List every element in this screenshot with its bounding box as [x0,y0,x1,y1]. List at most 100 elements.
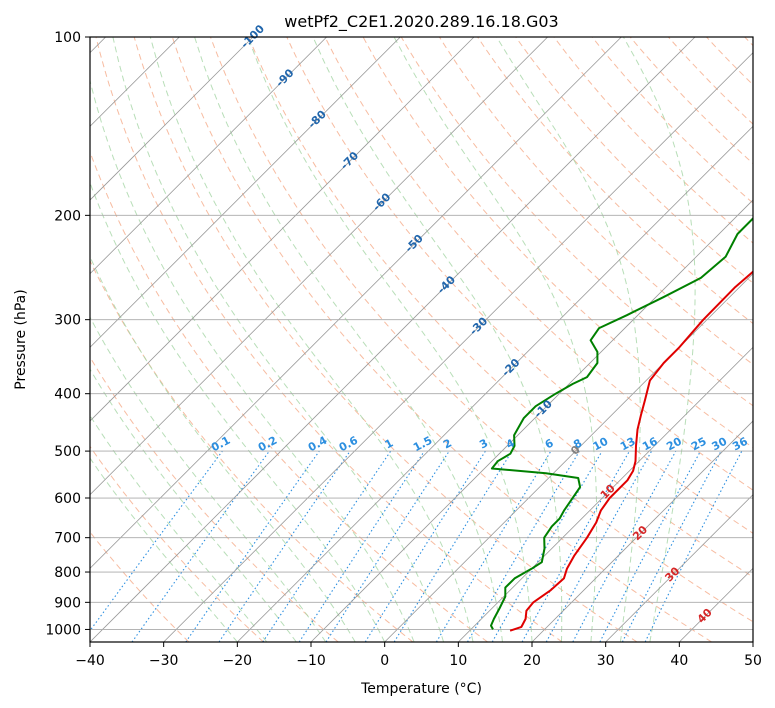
isotherm-label: -70 [338,149,361,172]
dry-adiabat [553,37,753,244]
y-tick-label: 800 [54,565,81,581]
mixing-ratio-label: 30 [710,435,730,454]
moist-adiabat [496,37,641,642]
mixing-ratio-line [644,450,743,642]
isotherm-line [458,346,753,642]
mixing-ratio-label: 2 [441,436,454,451]
dry-adiabat [706,37,753,86]
isotherm-line [237,125,753,642]
isotherm-label: 30 [662,564,682,584]
isotherm-label: -60 [370,190,393,213]
y-tick-label: 400 [54,387,81,403]
dry-adiabat [324,37,753,491]
moist-adiabat [393,37,598,642]
dry-adiabat [133,37,638,642]
isotherm-label: -10 [532,397,555,420]
line-labels: 0.1 0.2 0.4 0.6 1 1.5 2 3 4 6 8 10 13 16 20 25 30 36-100-… [209,22,750,626]
isotherm-line [605,494,753,642]
mixing-ratio-label: 13 [618,435,638,454]
mixing-ratio-line [218,450,351,642]
mixing-ratio-line [90,450,223,632]
dry-adiabat [90,445,264,642]
dry-adiabat [90,259,414,642]
series-layer [490,216,753,632]
mixing-ratio-line [467,450,580,642]
moist-adiabat [112,37,445,642]
mixing-ratio-line [364,450,486,642]
y-tick-label: 1000 [45,622,81,638]
x-tick-label: 20 [523,653,541,669]
mixing-ratio-line [131,450,270,642]
isotherm-line [384,273,753,642]
mixing-ratio-label: 3 [477,436,490,451]
isotherm-line [90,37,327,275]
isotherm-line [90,37,401,348]
mixing-ratio-line [545,450,653,642]
isotherm-line [90,37,254,201]
y-tick-label: 500 [54,444,81,460]
dry-adiabat [629,37,753,165]
mixing-ratio-label: 10 [591,435,611,454]
mixing-ratio-label: 36 [730,435,750,454]
dry-adiabat [400,37,753,407]
isotherm-line [531,420,753,642]
y-tick-label: 300 [54,313,81,329]
isotherm-line [90,37,622,569]
mixing-ratio-label: 20 [664,435,684,454]
isotherm-label: 20 [630,523,650,543]
moist-adiabat [90,414,268,642]
moist-adiabat [90,255,356,642]
x-tick-label: 50 [744,653,762,669]
moist-adiabat [90,181,386,642]
moist-adiabat [247,37,533,642]
plot-frame [89,36,754,643]
isotherm-label: -80 [306,107,329,130]
mixing-ratio-line [298,450,425,642]
isotherm-line [310,199,753,642]
moist-adiabat [90,457,238,642]
x-axis-label: Temperature (°C) [360,681,482,697]
isotherm-label: -50 [403,232,426,255]
y-tick-label: 600 [54,491,81,507]
dry-adiabat [171,37,712,642]
grid-lines [90,37,753,642]
mixing-ratio-line [185,450,320,642]
y-axis-ticks: 100 200 300 400 500 600 700 800 900 1000 [45,30,90,638]
y-axis-label: Pressure (hPa) [13,289,29,389]
temperature-line [509,270,753,632]
dry-adiabat [95,37,563,642]
mixing-ratio-line [521,450,630,642]
isotherm-line [90,37,475,422]
mixing-ratio-line [572,450,677,642]
mixing-ratio-line [325,450,450,642]
x-tick-label: 0 [380,653,389,669]
isotherm-label: -30 [467,314,490,337]
y-tick-label: 200 [54,208,81,224]
dry-adiabat [744,37,753,47]
x-tick-label: 30 [597,653,615,669]
dry-adiabat [210,37,753,623]
dry-adiabat [477,37,753,325]
moist-adiabat [622,37,696,642]
isotherm-line [90,37,548,496]
isotherm-label: -20 [499,356,522,379]
mixing-ratio-line [262,450,392,642]
mixing-ratio-line [435,450,552,642]
x-axis-ticks: −40 −30 −20 −10 0 10 20 30 40 50 [75,642,762,669]
y-tick-label: 700 [54,531,81,547]
y-tick-label: 100 [54,30,81,46]
x-tick-label: −10 [296,653,326,669]
mixing-ratio-line [599,450,701,642]
x-tick-label: 10 [449,653,467,669]
dry-adiabat [90,150,488,642]
moist-adiabat [149,37,474,642]
moist-adiabat [90,78,415,642]
x-tick-label: 40 [670,653,688,669]
isotherm-line [90,37,696,642]
dry-adiabat [668,37,753,125]
x-tick-label: −30 [149,653,179,669]
moist-adiabat [90,368,297,642]
moist-adiabat [90,316,327,642]
dry-adiabat [515,37,753,284]
